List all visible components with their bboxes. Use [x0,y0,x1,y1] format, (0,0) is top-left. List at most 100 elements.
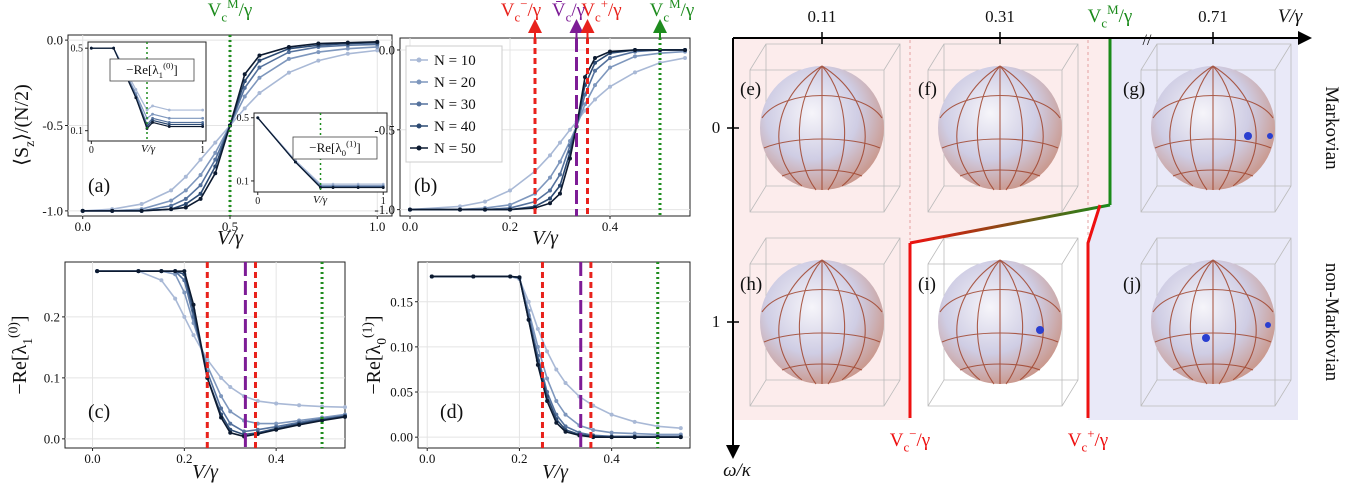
x-tick-label: 0.2 [502,219,518,234]
point [242,94,247,99]
label-part: 0 [342,148,347,158]
y-tick-label: 0.10 [390,339,413,354]
point [201,116,205,120]
point [286,56,291,61]
label-part: /γ [571,0,585,21]
label-part: (1) [346,139,356,149]
point [508,207,512,212]
point [183,202,188,207]
point [508,274,513,279]
label-part: ] [363,315,385,322]
y-tick-label: 0.5 [71,44,84,55]
x-tick-label: 0.71 [1198,7,1228,26]
point [548,201,552,206]
series-line [82,49,378,212]
row-label: Markovian [1321,86,1342,170]
series-line [82,46,378,212]
point [535,326,540,331]
label-part: V [650,0,664,21]
legend-marker [416,123,422,129]
label-part: z [22,141,37,147]
label-part: (0) [6,322,22,338]
point [213,150,218,155]
point [297,403,302,408]
point [632,435,637,440]
point [80,208,85,213]
point [345,46,350,51]
x-axis-label: V/γ [192,461,219,483]
fixed-point [1036,326,1044,334]
point [256,116,260,120]
y-tick-label: 0.0 [47,33,63,48]
point [274,421,279,426]
point [169,188,174,193]
label-part: ] [356,140,360,155]
charts: -1.0-0.50.00.0 0.5 1.0VcM/γ(a)V/γ⟨Sz⟩/(N/2… [6,0,695,483]
chart: 0.0 0.1 0.2 0.0 0.2 0.4 (c) V/γ −Re[λ1(0)] [6,261,347,483]
label-part: /γ [528,0,542,21]
label-part: 1 [20,338,35,345]
point [201,108,205,112]
point [593,83,597,88]
y-tick-label: 1 [712,312,721,331]
y-tick-label: -0.5 [42,118,63,133]
point [274,427,279,432]
x-tick-label: 0.31 [985,7,1015,26]
axis-break: // [1143,32,1152,49]
point [608,84,612,89]
y-tick-label: -0.5 [374,122,395,137]
point [182,314,187,319]
point [563,424,568,429]
reference-label: Vc+/γ [581,0,621,25]
y-tick-label: 0 [712,118,721,137]
x-tick-label: 0.5 [222,219,238,234]
legend-label: N = 10 [434,53,476,69]
point [242,429,247,434]
point [242,106,247,111]
point [558,191,562,196]
x-tick-label: 0.11 [807,7,836,26]
point [286,70,291,75]
point [257,65,262,70]
y-tick-label: -1.0 [42,203,63,218]
point [568,127,572,132]
panel-label: (d) [440,401,463,423]
fixed-point [1265,322,1271,328]
point [678,435,683,440]
label-part: V/γ [217,227,244,249]
label-part: V [581,0,595,21]
panel-label: (h) [740,274,762,295]
point [608,49,612,54]
point [633,47,637,52]
x-axis-label: V/γ [217,227,244,249]
point [173,296,178,301]
point [167,108,171,112]
x-tick-label: 0.0 [84,451,100,466]
x-axis-label: V/γ [532,227,559,249]
point [554,399,559,404]
point [548,188,552,193]
inset-label: −Re[λ0(1)] [309,139,360,158]
point [316,50,321,55]
label-part: /γ [1095,430,1109,451]
point [169,198,174,203]
point [343,405,347,410]
point [274,401,279,406]
label-part: M [669,0,681,11]
axis-ticks [727,32,1214,323]
label-part: /γ [1119,6,1133,27]
x-tick-label: 0.4 [268,451,285,466]
reference-label: VcM/γ [208,0,253,25]
point [95,269,100,274]
x-tick-label: 0 [255,196,260,207]
point [151,118,154,122]
point [563,380,568,385]
point [191,302,196,307]
point [545,376,550,381]
legend-marker [416,145,422,151]
series-line [82,41,378,212]
label-part: c [566,10,572,25]
label-part: ⟩/(N/2) [11,84,33,141]
label-part: M [227,0,239,11]
label-part: M [1107,2,1119,17]
